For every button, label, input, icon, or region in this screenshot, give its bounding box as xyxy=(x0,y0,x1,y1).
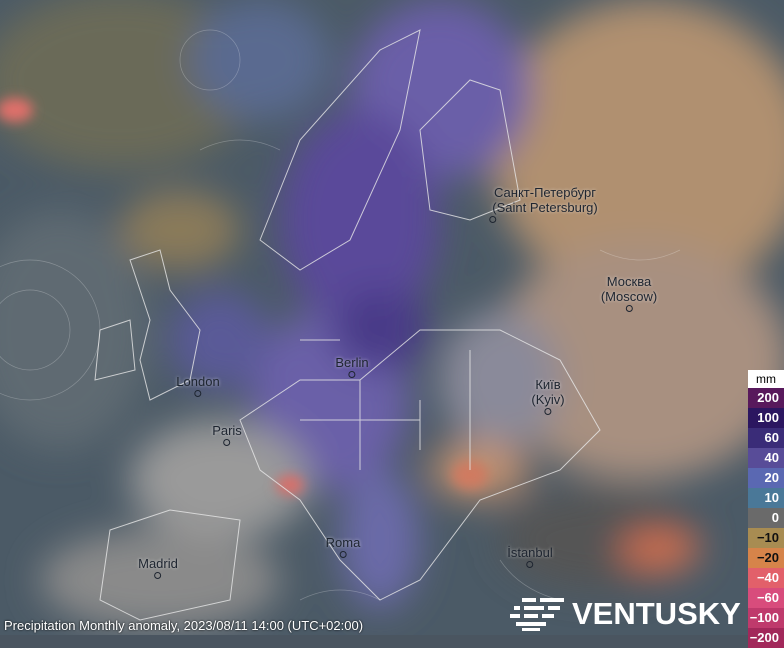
city-roma[interactable]: Roma xyxy=(325,535,361,558)
anomaly-field xyxy=(0,0,784,630)
city-marker-icon xyxy=(489,216,497,223)
city-paris[interactable]: Paris xyxy=(212,423,242,446)
legend-item: 0 xyxy=(748,508,784,528)
weather-map[interactable] xyxy=(0,0,784,635)
legend-item: 60 xyxy=(748,428,784,448)
legend-item: 20 xyxy=(748,468,784,488)
city-istanbul[interactable]: İstanbul xyxy=(507,545,553,568)
city-name: Madrid xyxy=(138,556,178,571)
city-marker-icon xyxy=(339,551,347,558)
legend-item: 100 xyxy=(748,408,784,428)
wind-streamlines xyxy=(0,29,681,601)
city-london[interactable]: London xyxy=(176,374,220,397)
legend-item: −20 xyxy=(748,548,784,568)
layer-caption: Precipitation Monthly anomaly, 2023/08/1… xyxy=(4,618,364,633)
city-marker-icon xyxy=(154,572,162,579)
logo-wind-icon xyxy=(510,598,564,631)
legend-item: 40 xyxy=(748,448,784,468)
color-legend: mm 200 100 60 40 20 10 0 −10 −20 −40 −60 −100 −200 xyxy=(748,370,784,648)
legend-item: 10 xyxy=(748,488,784,508)
ventusky-logo[interactable]: VENTUSKY xyxy=(508,596,741,632)
legend-item: 200 xyxy=(748,388,784,408)
city-marker-icon xyxy=(625,305,633,312)
city-marker-icon xyxy=(194,390,202,397)
city-saint-petersburg[interactable]: Санкт-Петербург (Saint Petersburg) xyxy=(489,185,598,223)
city-name: Київ xyxy=(535,377,561,392)
city-alt-name: (Moscow) xyxy=(600,289,658,304)
city-marker-icon xyxy=(348,371,356,378)
city-madrid[interactable]: Madrid xyxy=(138,556,178,579)
legend-item: −200 xyxy=(748,628,784,648)
city-moscow[interactable]: Москва (Moscow) xyxy=(601,274,657,312)
hotspots xyxy=(0,98,488,495)
city-name: Paris xyxy=(212,423,242,438)
logo-text: VENTUSKY xyxy=(572,596,741,631)
city-alt-name: (Kyiv) xyxy=(531,392,565,407)
city-name: Санкт-Петербург xyxy=(494,185,596,200)
city-name: Москва xyxy=(606,274,652,289)
city-marker-icon xyxy=(223,439,231,446)
city-alt-name: (Saint Petersburg) xyxy=(492,200,598,215)
city-kyiv[interactable]: Київ (Kyiv) xyxy=(531,377,565,415)
city-name: London xyxy=(176,374,220,389)
city-name: Roma xyxy=(325,535,361,550)
legend-item: −100 xyxy=(748,608,784,628)
legend-item: −40 xyxy=(748,568,784,588)
legend-item: −10 xyxy=(748,528,784,548)
city-marker-icon xyxy=(526,561,534,568)
borders xyxy=(94,29,601,621)
city-marker-icon xyxy=(544,408,552,415)
legend-item: −60 xyxy=(748,588,784,608)
city-name: Berlin xyxy=(335,355,369,370)
city-name: İstanbul xyxy=(507,545,553,560)
city-berlin[interactable]: Berlin xyxy=(335,355,369,378)
legend-unit: mm xyxy=(748,370,784,388)
